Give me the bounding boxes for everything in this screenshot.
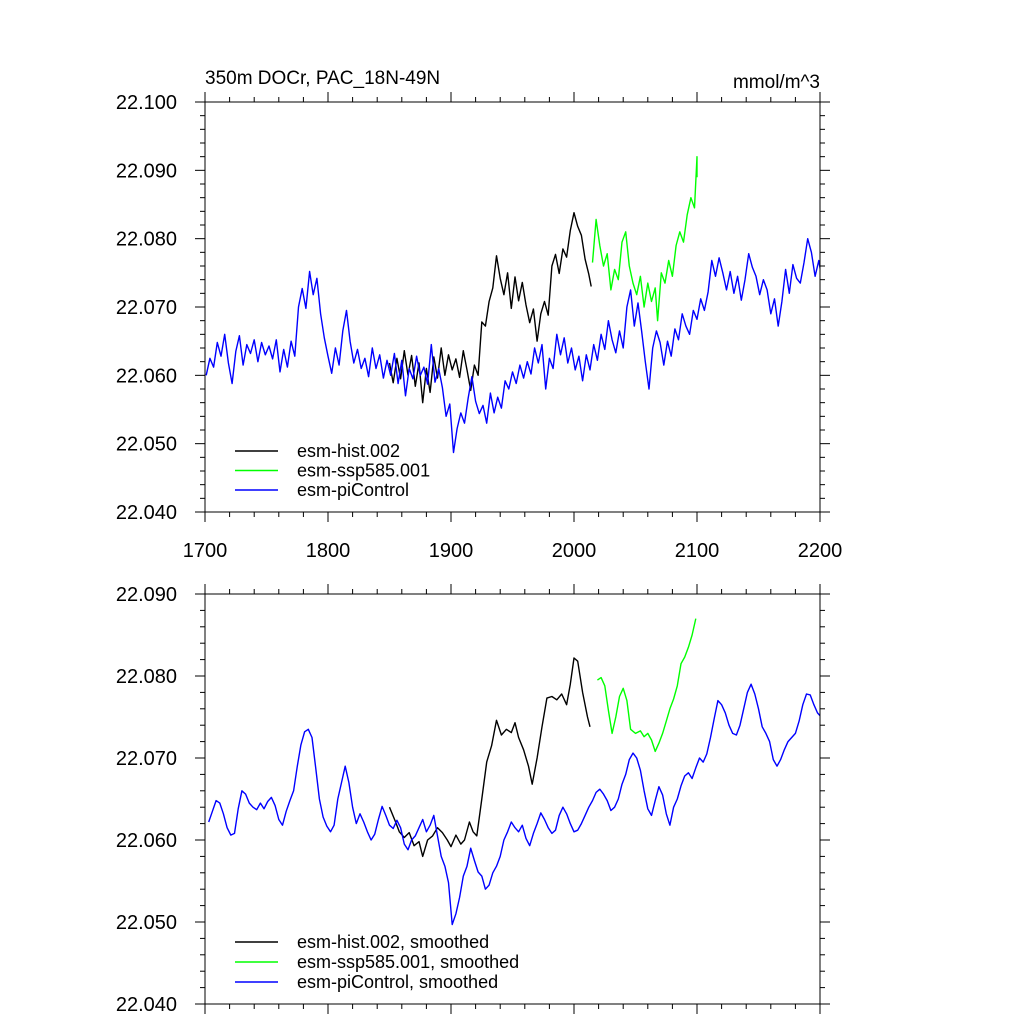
- y-tick-label: 22.070: [116, 297, 177, 319]
- y-tick-label: 22.060: [116, 365, 177, 387]
- y-tick-label: 22.060: [116, 830, 177, 852]
- bottom-panel: 22.040 22.050 22.060 22.070 22.080 22.090 esm-…: [116, 584, 830, 1016]
- x-tick-label: 2100: [675, 540, 720, 562]
- plot-frame: [204, 593, 821, 1005]
- y-tick-label: 22.100: [116, 92, 177, 114]
- y-tick-label: 22.050: [116, 912, 177, 934]
- y-tick-label: 22.040: [116, 502, 177, 524]
- x-tick-label: 1900: [429, 540, 474, 562]
- top-panel: 350m DOCr, PAC_18N-49N mmol/m^3 22.040 22…: [116, 68, 843, 562]
- chart-title: 350m DOCr, PAC_18N-49N: [205, 68, 440, 89]
- series-line-0: [388, 212, 592, 404]
- series-line-1: [591, 156, 698, 322]
- x-tick-label: 2000: [552, 540, 597, 562]
- legend-label: esm-piControl: [297, 480, 409, 500]
- x-tick-label: 1800: [306, 540, 351, 562]
- series-line-1: [597, 618, 697, 753]
- y-tick-label: 22.090: [116, 584, 177, 606]
- units-label: mmol/m^3: [733, 72, 820, 93]
- legend-label: esm-hist.002, smoothed: [297, 932, 489, 952]
- y-tick-label: 22.040: [116, 994, 177, 1016]
- x-tick-label: 1700: [183, 540, 228, 562]
- legend-label: esm-ssp585.001: [297, 461, 430, 481]
- y-tick-label: 22.080: [116, 229, 177, 251]
- series-line-2: [208, 683, 820, 926]
- series-line-0: [388, 657, 591, 858]
- y-tick-label: 22.070: [116, 748, 177, 770]
- legend-label: esm-piControl, smoothed: [297, 972, 498, 992]
- y-tick-label: 22.080: [116, 666, 177, 688]
- y-tick-label: 22.050: [116, 434, 177, 456]
- series-line-2: [205, 238, 820, 454]
- legend-label: esm-hist.002: [297, 441, 400, 461]
- x-tick-label: 2200: [798, 540, 843, 562]
- y-tick-label: 22.090: [116, 160, 177, 182]
- legend-label: esm-ssp585.001, smoothed: [297, 952, 519, 972]
